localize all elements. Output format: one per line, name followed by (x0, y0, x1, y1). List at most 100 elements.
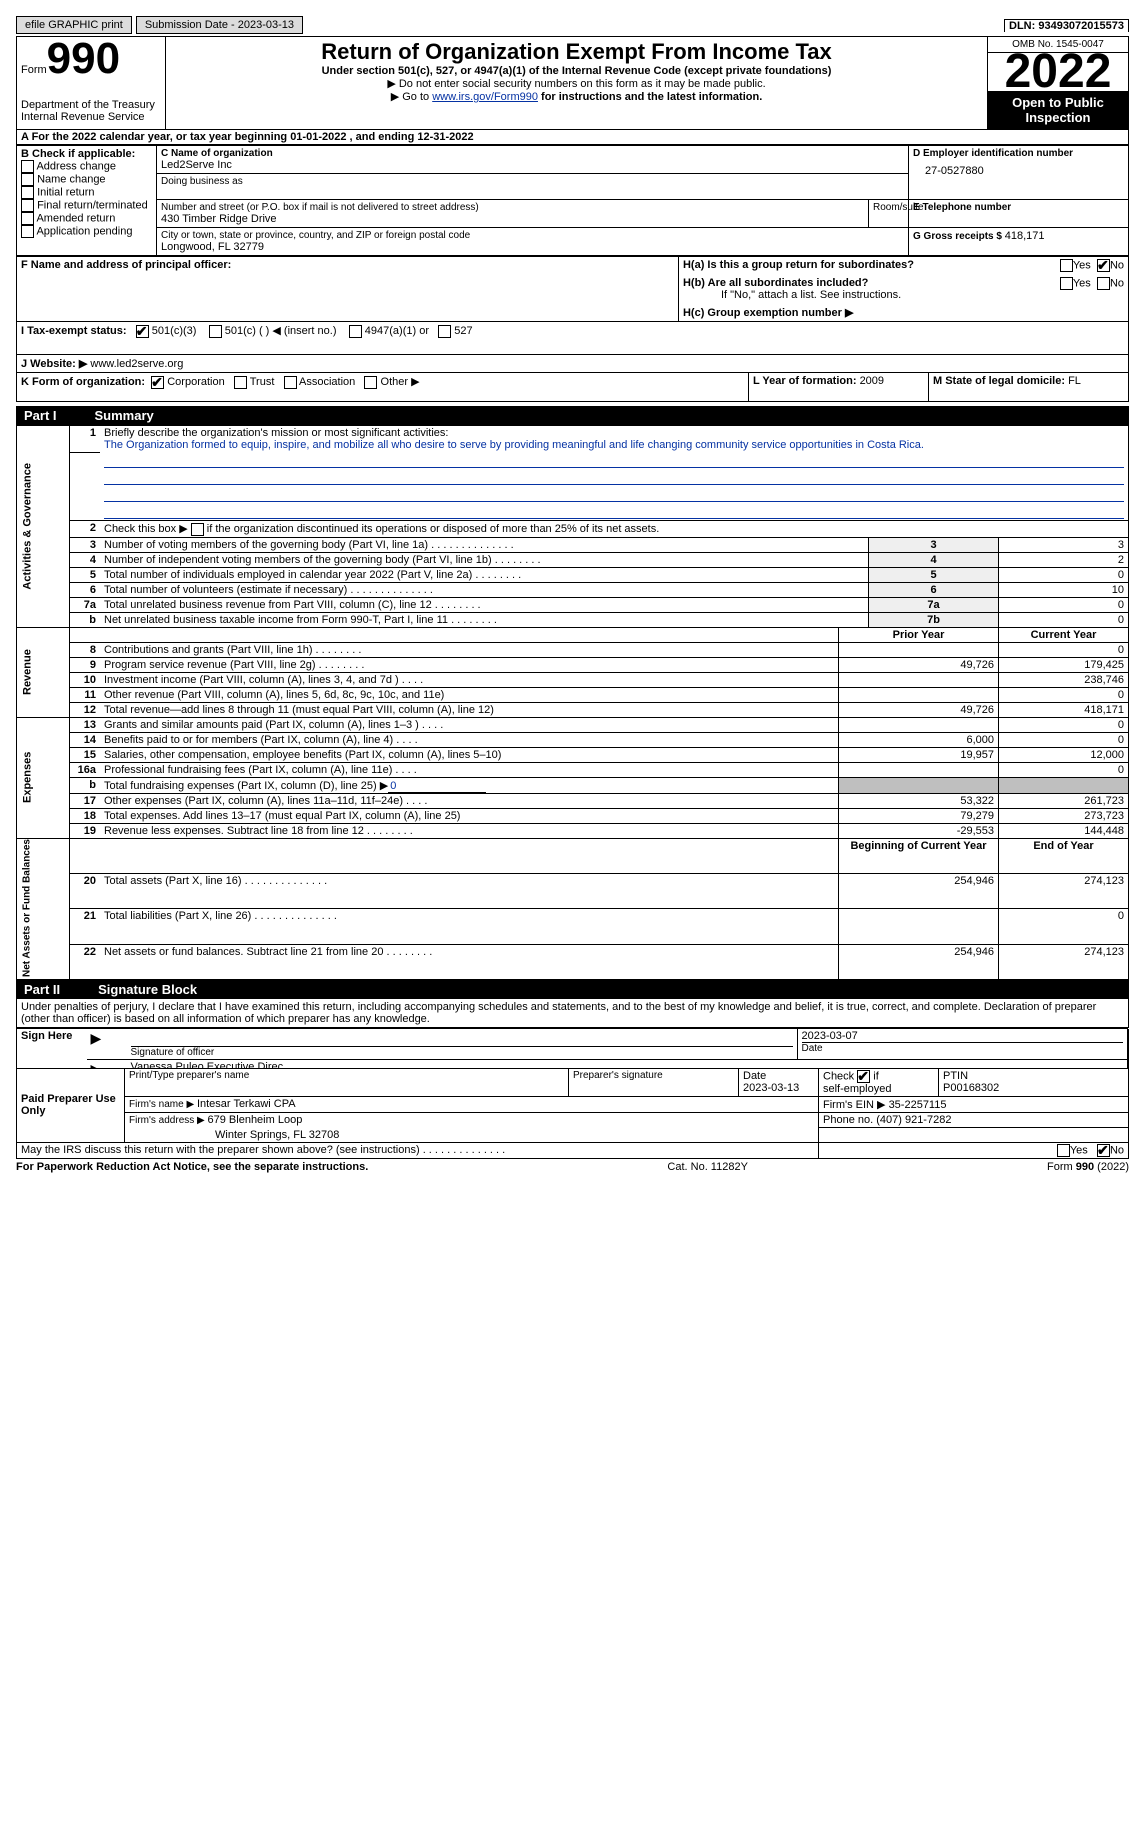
k-label: K Form of organization: (21, 376, 145, 388)
firm-addr2: Winter Springs, FL 32708 (215, 1129, 339, 1141)
line4-text: Number of independent voting members of … (104, 554, 541, 566)
footer-mid: Cat. No. 11282Y (667, 1161, 748, 1173)
f-h-block: F Name and address of principal officer:… (16, 256, 1129, 322)
line12-text: Total revenue—add lines 8 through 11 (mu… (104, 704, 494, 716)
self-emp-text: Check (823, 1070, 857, 1082)
k-other[interactable] (364, 376, 377, 389)
prep-sig-label: Preparer's signature (573, 1070, 734, 1081)
line9-prior: 49,726 (839, 657, 999, 672)
arrow-icon: ▶ (91, 1030, 102, 1046)
irs-link[interactable]: www.irs.gov/Form990 (432, 91, 538, 103)
prep-name-label: Print/Type preparer's name (129, 1070, 564, 1081)
part2-header: Part II Signature Block (16, 980, 1129, 999)
line10-current: 238,746 (999, 672, 1129, 687)
i-501c[interactable] (209, 325, 222, 338)
org-name: Led2Serve Inc (161, 159, 904, 171)
paid-preparer-label: Paid Preparer Use Only (17, 1069, 125, 1143)
line15-current: 12,000 (999, 747, 1129, 762)
chk-application-pending[interactable]: Application pending (21, 225, 152, 238)
irs-label: Internal Revenue Service (21, 111, 161, 123)
line14-prior: 6,000 (839, 732, 999, 747)
line18-prior: 79,279 (839, 808, 999, 823)
l2-checkbox[interactable] (191, 523, 204, 536)
l-label: L Year of formation: (753, 375, 860, 387)
i-527[interactable] (438, 325, 451, 338)
line17-text: Other expenses (Part IX, column (A), lin… (104, 795, 427, 807)
line19-text: Revenue less expenses. Subtract line 18 … (104, 825, 413, 837)
line9-current: 179,425 (999, 657, 1129, 672)
m-label: M State of legal domicile: (933, 375, 1068, 387)
chk-initial-return[interactable]: Initial return (21, 186, 152, 199)
line16b-prior-grey (839, 777, 999, 793)
end-year-header: End of Year (999, 838, 1129, 873)
line8-text: Contributions and grants (Part VIII, lin… (104, 644, 361, 656)
line21-text: Total liabilities (Part X, line 26) (104, 910, 337, 922)
firm-name: Intesar Terkawi CPA (197, 1098, 296, 1110)
website-value: www.led2serve.org (90, 358, 183, 370)
line10-prior (839, 672, 999, 687)
line7a-text: Total unrelated business revenue from Pa… (104, 599, 481, 611)
chk-name-change[interactable]: Name change (21, 173, 152, 186)
hb-no[interactable] (1097, 277, 1110, 290)
k-l-m-block: K Form of organization: Corporation Trus… (16, 372, 1129, 402)
k-corp[interactable] (151, 376, 164, 389)
firm-phone: (407) 921-7282 (876, 1114, 951, 1126)
form-label: Form990 (21, 39, 161, 79)
line8-current: 0 (999, 642, 1129, 657)
line19-prior: -29,553 (839, 823, 999, 838)
ha-no[interactable] (1097, 259, 1110, 272)
efile-print-button[interactable]: efile GRAPHIC print (16, 16, 132, 34)
line7b-val: 0 (999, 612, 1129, 627)
side-revenue: Revenue (17, 627, 70, 717)
k-assoc[interactable] (284, 376, 297, 389)
i-4947[interactable] (349, 325, 362, 338)
ha-label: H(a) Is this a group return for subordin… (683, 259, 914, 271)
line5-val: 0 (999, 567, 1129, 582)
prep-date-value: 2023-03-13 (743, 1082, 799, 1094)
irs-discuss-yes[interactable] (1057, 1144, 1070, 1157)
part1-header: Part I Summary (16, 406, 1129, 425)
hb-label: H(b) Are all subordinates included? (683, 277, 868, 289)
may-irs-discuss: May the IRS discuss this return with the… (21, 1144, 505, 1156)
form-title: Return of Organization Exempt From Incom… (170, 39, 983, 65)
chk-final-return[interactable]: Final return/terminated (21, 199, 152, 212)
addr-label: Number and street (or P.O. box if mail i… (161, 202, 864, 213)
firm-name-label: Firm's name ▶ (129, 1099, 197, 1110)
chk-amended-return[interactable]: Amended return (21, 212, 152, 225)
k-trust[interactable] (234, 376, 247, 389)
hb-yes[interactable] (1060, 277, 1073, 290)
line16b-current-grey (999, 777, 1129, 793)
gross-receipts: 418,171 (1005, 230, 1045, 242)
current-year-header: Current Year (999, 627, 1129, 642)
ha-yes[interactable] (1060, 259, 1073, 272)
part1-body: Activities & Governance 1 Briefly descri… (16, 425, 1129, 980)
state-domicile: FL (1068, 375, 1081, 387)
e-phone-label: E Telephone number (913, 202, 1124, 213)
header-sub3: ▶ Go to www.irs.gov/Form990 for instruct… (170, 90, 983, 103)
line17-current: 261,723 (999, 793, 1129, 808)
firm-addr-label: Firm's address ▶ (129, 1115, 208, 1126)
beg-year-header: Beginning of Current Year (839, 838, 999, 873)
firm-ein: 35-2257115 (889, 1099, 947, 1111)
irs-discuss-no[interactable] (1097, 1144, 1110, 1157)
submission-date-button[interactable]: Submission Date - 2023-03-13 (136, 16, 303, 34)
line11-prior (839, 687, 999, 702)
j-label: J Website: ▶ (21, 358, 90, 370)
sig-date: 2023-03-07 (802, 1030, 1123, 1042)
hc-label: H(c) Group exemption number ▶ (683, 307, 853, 319)
line21-beg (839, 909, 999, 944)
org-info-block: B Check if applicable: Address change Na… (16, 145, 1129, 256)
city-label: City or town, state or province, country… (161, 230, 904, 241)
line21-end: 0 (999, 909, 1129, 944)
line22-text: Net assets or fund balances. Subtract li… (104, 946, 432, 958)
year-formation: 2009 (860, 375, 884, 387)
line22-beg: 254,946 (839, 944, 999, 979)
room-suite-label: Room/suite (873, 202, 904, 213)
f-label: F Name and address of principal officer: (21, 259, 231, 271)
page-footer: For Paperwork Reduction Act Notice, see … (16, 1159, 1129, 1173)
self-emp-check[interactable] (857, 1070, 870, 1083)
d-ein-label: D Employer identification number (913, 148, 1124, 159)
i-501c3[interactable] (136, 325, 149, 338)
chk-address-change[interactable]: Address change (21, 160, 152, 173)
top-toolbar: efile GRAPHIC print Submission Date - 20… (16, 16, 1129, 34)
